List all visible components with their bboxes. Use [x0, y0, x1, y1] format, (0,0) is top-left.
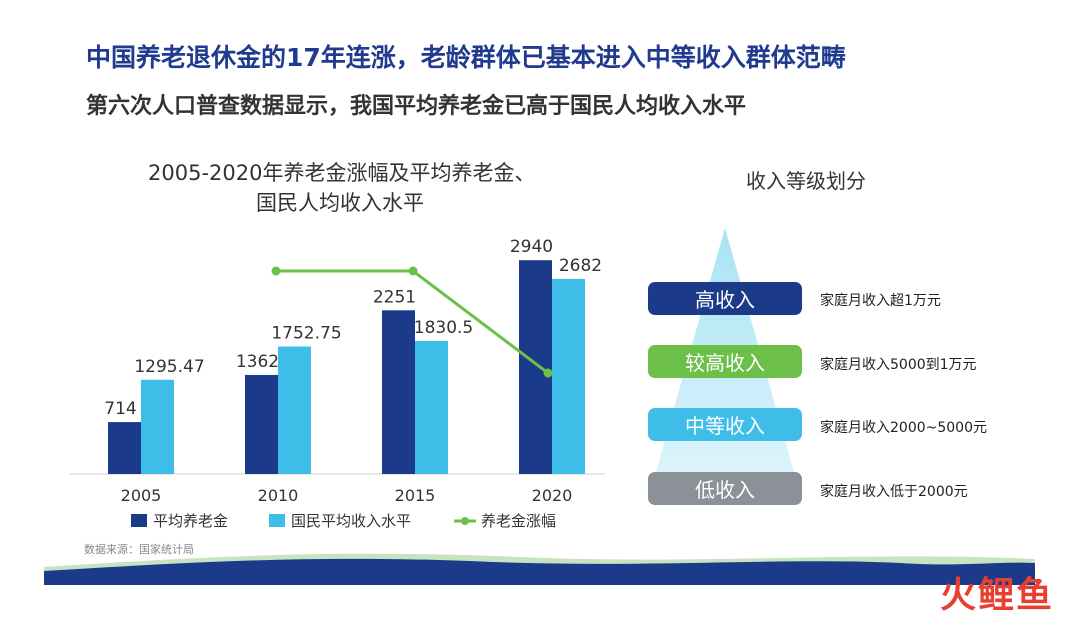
line-point-2020 [543, 368, 553, 378]
chart-title: 2005-2020年养老金涨幅及平均养老金、 国民人均收入水平 [148, 158, 588, 218]
x-tick-2015: 2015 [395, 486, 436, 505]
level-desc-middle: 家庭月收入2000~5000元 [820, 420, 987, 436]
level-label-middle: 中等收入 [685, 414, 765, 438]
bar-pension-2015 [382, 310, 415, 474]
level-pill-high: 高收入 [648, 282, 802, 315]
level-label-upper-middle: 较高收入 [685, 351, 765, 375]
legend-label-pension: 平均养老金 [153, 512, 228, 530]
level-pill-middle: 中等收入 [648, 408, 802, 441]
line-point-2015 [408, 266, 418, 276]
legend-swatch-pension [131, 514, 147, 527]
data-label-income-2010: 1752.75 [271, 324, 341, 344]
data-label-income-2020: 2682 [559, 256, 602, 276]
legend-label-growth: 养老金涨幅 [481, 512, 556, 530]
bar-income-2005 [141, 379, 174, 474]
data-label-pension-2010: 1362 [236, 352, 279, 372]
chart-title-line1: 2005-2020年养老金涨幅及平均养老金、 [148, 161, 536, 185]
data-label-pension-2005: 714 [104, 399, 136, 419]
bar-income-2015 [415, 340, 448, 474]
legend-swatch-growth-dot [461, 517, 469, 525]
level-desc-high: 家庭月收入超1万元 [820, 293, 941, 309]
level-pill-low: 低收入 [648, 472, 802, 505]
bar-pension-2020 [519, 260, 552, 474]
level-desc-low: 家庭月收入低于2000元 [820, 484, 968, 500]
data-label-pension-2020: 2940 [510, 237, 553, 257]
subheadline: 第六次人口普查数据显示，我国平均养老金已高于国民人均收入水平 [86, 94, 747, 119]
bar-pension-2005 [108, 422, 141, 474]
x-tick-2010: 2010 [258, 486, 299, 505]
x-tick-2005: 2005 [121, 486, 162, 505]
headline: 中国养老退休金的17年连涨，老龄群体已基本进入中等收入群体范畴 [86, 43, 846, 72]
data-label-pension-2015: 2251 [373, 287, 416, 307]
bar-line-chart: 714 1295.47 2005 1362 1752.75 2010 2251 1830.5 2… [70, 237, 605, 530]
bar-income-2010 [278, 346, 311, 474]
level-label-high: 高收入 [695, 288, 755, 312]
line-point-2010 [271, 266, 281, 276]
income-level-title: 收入等级划分 [746, 169, 866, 193]
data-label-income-2015: 1830.5 [414, 318, 473, 338]
wave-dark [44, 558, 1035, 585]
chart-title-line2: 国民人均收入水平 [256, 191, 424, 215]
level-label-low: 低收入 [695, 478, 755, 502]
data-source: 数据来源：国家统计局 [84, 543, 194, 556]
income-pyramid [648, 228, 802, 500]
x-tick-2020: 2020 [532, 486, 573, 505]
legend-label-income: 国民平均收入水平 [291, 512, 411, 530]
decorative-wave [44, 553, 1035, 585]
legend-swatch-income [269, 514, 285, 527]
level-pill-upper-middle: 较高收入 [648, 345, 802, 378]
watermark-logo: 火鲤鱼 [939, 575, 1054, 616]
bar-pension-2010 [245, 374, 278, 474]
level-desc-upper-middle: 家庭月收入5000到1万元 [820, 357, 977, 373]
bar-income-2020 [552, 278, 585, 474]
data-label-income-2005: 1295.47 [134, 357, 204, 377]
